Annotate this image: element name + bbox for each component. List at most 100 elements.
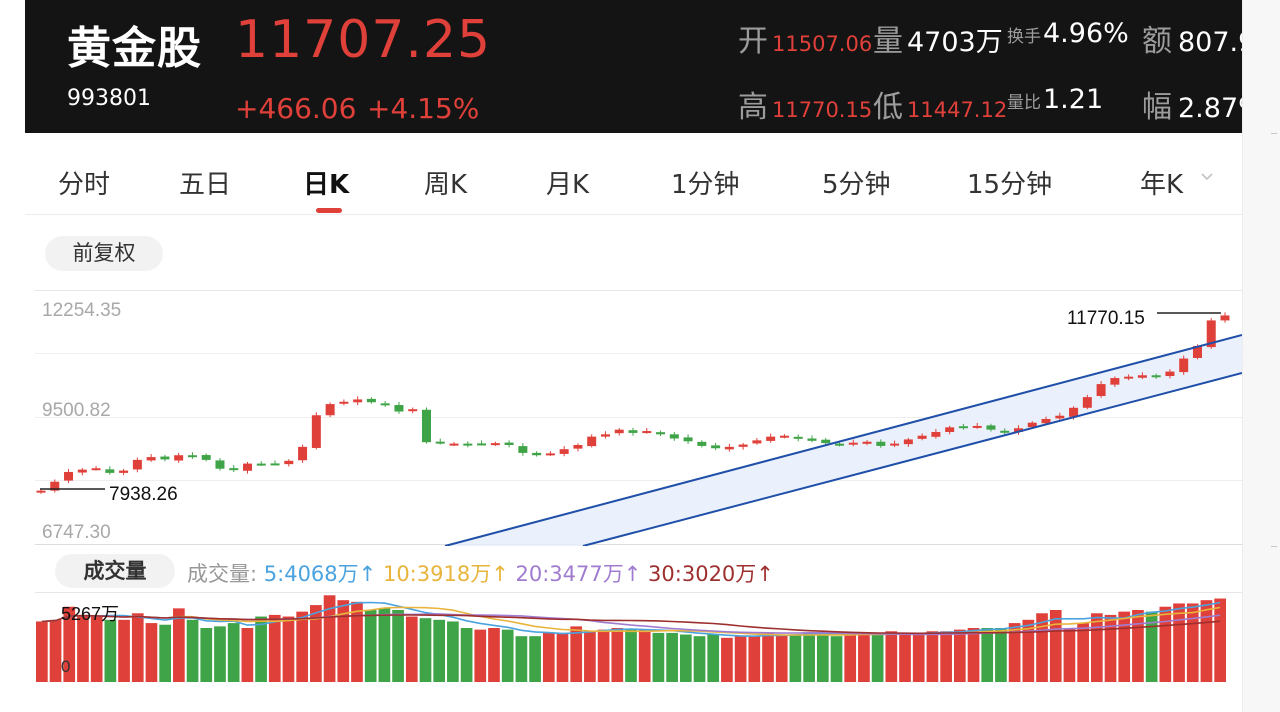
amplitude-label: 幅 <box>1142 90 1172 125</box>
volume-bar <box>542 632 555 682</box>
volume-bar <box>1118 611 1131 682</box>
tab-weekly-k[interactable]: 周K <box>424 170 468 200</box>
volume-bar <box>77 614 89 682</box>
candle-body <box>890 443 900 446</box>
candle-body <box>945 427 955 432</box>
volume-bar <box>926 631 939 682</box>
volume-bar <box>1186 603 1199 682</box>
volume-bar <box>173 608 185 682</box>
candle-body <box>298 446 308 461</box>
candle-body <box>1192 345 1202 358</box>
right-scroll-area <box>1242 0 1280 712</box>
volume-bar <box>570 626 583 682</box>
volume-bar <box>789 634 802 682</box>
volume-bar <box>775 634 788 682</box>
up-arrow-icon: ↑ <box>358 562 377 586</box>
candle-body <box>903 439 913 445</box>
volume-bar <box>871 634 884 682</box>
volume-bar <box>200 628 213 682</box>
volume-bar <box>1145 611 1158 682</box>
candle-body <box>421 409 431 443</box>
channel-upper-line <box>444 334 1242 546</box>
volume-bar <box>858 634 870 682</box>
candle-body <box>958 426 968 429</box>
volume-bar <box>1104 614 1117 682</box>
ma5-line <box>41 601 1221 638</box>
up-arrow-icon: ↑ <box>491 562 509 586</box>
volume-ratio-stat: 量比1.21 <box>1007 84 1103 115</box>
tab-monthly-k[interactable]: 月K <box>546 170 590 200</box>
high-value: 11770.15 <box>772 98 873 122</box>
candle-body <box>793 436 803 439</box>
y-tick-label: 9500.82 <box>42 400 111 421</box>
stock-code: 993801 <box>67 86 151 111</box>
volume-bar <box>488 628 500 682</box>
volume-indicator-button[interactable]: 成交量 <box>55 554 175 588</box>
volume-bar <box>1173 603 1185 682</box>
candle-body <box>50 481 60 491</box>
volume-bar <box>693 636 706 682</box>
candle-body <box>256 463 266 466</box>
volume-bar <box>1200 600 1213 682</box>
volume-bar <box>584 631 596 682</box>
left-gutter <box>0 0 25 712</box>
candlestick-chart[interactable]: 12254.35 9500.82 6747.30 11770.15 7938.2… <box>35 290 1242 546</box>
low-value: 11447.12 <box>907 98 1008 122</box>
volume-bar <box>679 634 692 682</box>
volume-bar <box>625 629 637 682</box>
candle-body <box>1000 430 1010 433</box>
volume-stat: 量 4703万 <box>873 16 1003 60</box>
candle-body <box>683 437 693 442</box>
candle-body <box>1124 376 1134 379</box>
candle-body <box>972 425 982 428</box>
volume-bar <box>803 632 815 682</box>
volume-bar <box>1022 619 1035 682</box>
volume-bar <box>460 628 473 682</box>
candle-body <box>862 441 872 444</box>
volume-bar <box>981 628 994 682</box>
candle-body <box>119 470 129 473</box>
volume-bar <box>1214 598 1226 682</box>
volume-ma-legend: 成交量: 5:4068万↑ 10:3918万↑ 20:3477万↑ 30:302… <box>187 558 774 588</box>
period-tabs: 分时 五日 日K 周K 月K 1分钟 5分钟 15分钟 年K <box>25 148 1242 215</box>
price-change-percent: +4.15% <box>367 92 480 125</box>
candle-body <box>394 405 404 412</box>
volume-bar <box>282 616 295 682</box>
volume-bar <box>118 619 130 682</box>
candle-body <box>463 443 473 446</box>
candle-body <box>1013 428 1023 432</box>
tab-yearly-k[interactable]: 年K <box>1140 170 1184 200</box>
volume-chart[interactable]: 5267万 0 <box>35 592 1242 682</box>
tab-15min[interactable]: 15分钟 <box>967 170 1053 200</box>
candle-body <box>1027 422 1037 428</box>
volume-bar <box>1049 610 1062 682</box>
tab-daily-k[interactable]: 日K <box>303 170 350 200</box>
low-stat: 低 11447.12 <box>873 82 1007 126</box>
volume-bar <box>940 631 952 682</box>
forward-adjust-button[interactable]: 前复权 <box>45 236 163 271</box>
volume-bar <box>131 613 144 682</box>
chevron-down-icon[interactable] <box>1199 168 1215 184</box>
quote-header: 黄金股 993801 11707.25 +466.06 +4.15% 开 1150… <box>25 0 1242 133</box>
volume-zero-label: 0 <box>61 657 70 676</box>
tab-intraday[interactable]: 分时 <box>58 170 111 200</box>
candle-body <box>821 439 831 444</box>
edge-tick <box>1271 546 1277 547</box>
candle-body <box>587 436 597 447</box>
tab-1min[interactable]: 1分钟 <box>671 170 740 200</box>
tab-5min[interactable]: 5分钟 <box>822 170 891 200</box>
candle-body <box>1055 415 1065 419</box>
candle-body <box>490 443 500 446</box>
open-stat: 开 11507.06 <box>738 16 872 60</box>
candle-body <box>1165 371 1175 377</box>
tab-five-day[interactable]: 五日 <box>179 170 232 200</box>
candle-body <box>656 432 666 435</box>
price-change: +466.06 <box>235 92 357 125</box>
candle-body <box>1137 375 1147 378</box>
volume-bar <box>405 616 418 682</box>
candle-body <box>339 401 349 404</box>
volume-bar <box>967 628 980 682</box>
volume-bar <box>1159 606 1172 682</box>
volume-bar <box>707 634 720 682</box>
volume-bar <box>953 629 966 682</box>
